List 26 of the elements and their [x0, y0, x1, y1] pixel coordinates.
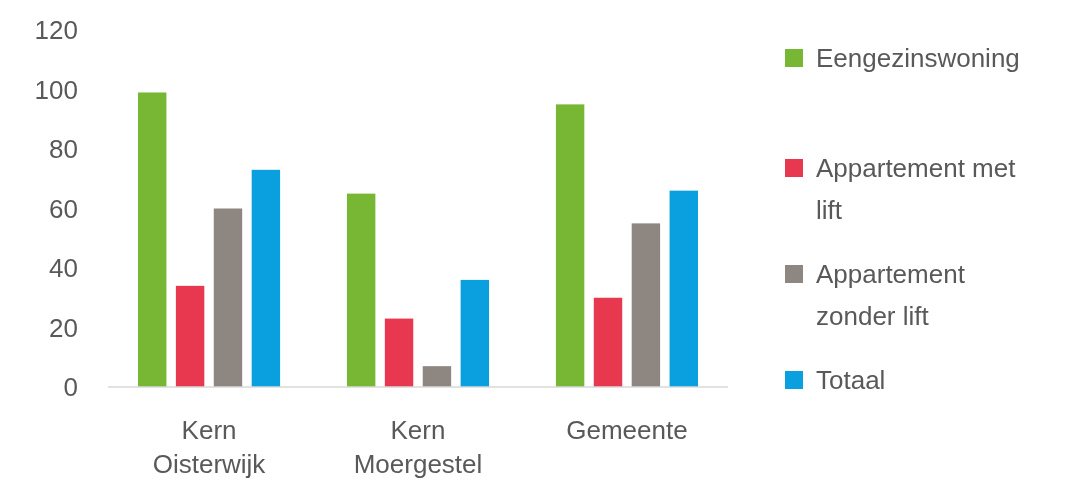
bar	[555, 104, 585, 387]
bar	[593, 297, 623, 387]
y-tick-label: 0	[63, 372, 78, 403]
y-tick-label: 100	[34, 74, 78, 105]
x-tick-label: Gemeente	[566, 415, 688, 445]
bar	[631, 223, 661, 387]
bar	[213, 208, 243, 387]
bar	[669, 190, 698, 387]
y-tick-label: 120	[34, 15, 78, 46]
legend-label: Eengezinswoning	[816, 43, 1020, 74]
y-tick-label: 40	[49, 253, 78, 284]
legend-label: Totaal	[816, 365, 886, 396]
bar	[384, 318, 414, 387]
x-tick-label: Kern Oisterwijk	[152, 415, 267, 479]
bar	[175, 285, 205, 387]
bar	[138, 92, 167, 387]
bar	[422, 366, 452, 387]
bar	[251, 169, 281, 387]
bar	[460, 279, 490, 387]
y-tick-label: 20	[49, 312, 78, 343]
y-tick-label: 80	[49, 134, 78, 165]
legend-label: Appartement met lift	[816, 153, 1017, 226]
bar	[346, 193, 376, 387]
x-tick-label: Kern Moergestel	[353, 415, 483, 479]
legend-label: Appartement zonder lift	[816, 259, 966, 332]
y-tick-label: 60	[49, 193, 78, 224]
